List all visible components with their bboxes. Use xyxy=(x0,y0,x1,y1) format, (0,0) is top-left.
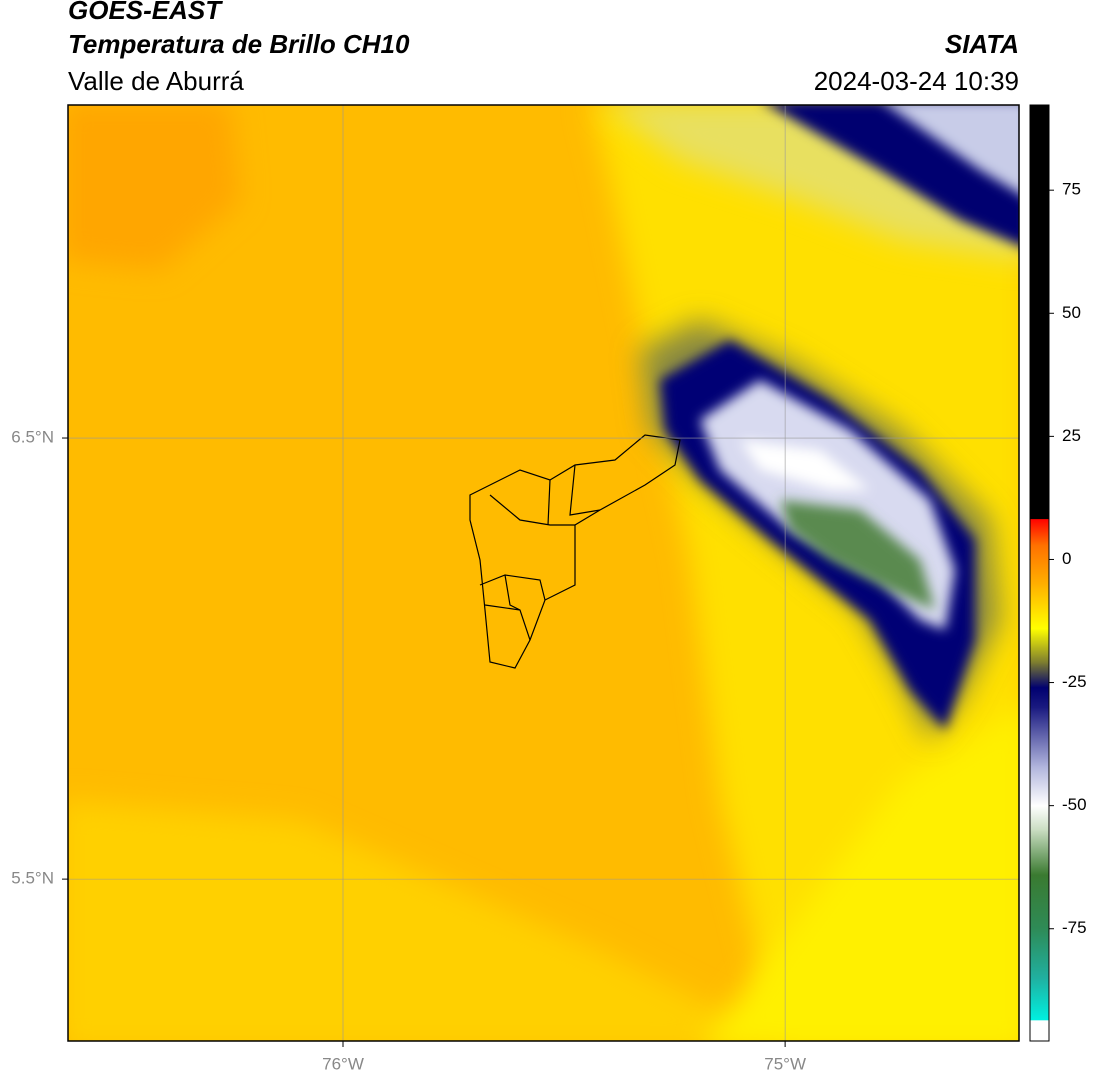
colorbar-segment xyxy=(1030,928,1049,979)
colorbar-tick-label: -75 xyxy=(1062,918,1087,937)
graticule: 76°W 75°W 6.5°N 5.5°N xyxy=(11,105,1019,1073)
y-tick-label: 6.5°N xyxy=(11,428,54,447)
colorbar-segment xyxy=(1030,707,1049,767)
subtitle: Temperatura de Brillo CH10 xyxy=(68,29,410,59)
colorbar-tick-label: 50 xyxy=(1062,303,1081,322)
colorbar-segment xyxy=(1030,518,1049,546)
colorbar-segment xyxy=(1030,662,1049,688)
x-tick-label: 75°W xyxy=(764,1054,806,1073)
colorbar-segment xyxy=(1030,1019,1049,1042)
colorbar-tick-label: -50 xyxy=(1062,795,1087,814)
colorbar-tick-label: 25 xyxy=(1062,426,1081,445)
colorbar-segment xyxy=(1030,874,1049,930)
colorbar-segment xyxy=(1030,105,1049,520)
datetime: 2024-03-24 10:39 xyxy=(814,66,1019,96)
map-frame xyxy=(67,104,1020,1042)
x-tick-label: 76°W xyxy=(322,1054,364,1073)
satellite-image xyxy=(68,105,1019,1041)
colorbar-segment xyxy=(1030,584,1049,629)
colorbar-segment xyxy=(1030,544,1049,585)
colorbar-segment xyxy=(1030,977,1049,1021)
colorbar: 75 50 25 0 -25 -50 -75 xyxy=(1030,105,1087,1042)
region: Valle de Aburrá xyxy=(68,66,244,96)
colorbar-tick-label: 75 xyxy=(1062,180,1081,199)
source: SIATA xyxy=(945,29,1019,59)
colorbar-segment xyxy=(1030,766,1049,807)
colorbar-segment xyxy=(1030,687,1049,708)
colorbar-segment xyxy=(1030,805,1049,831)
colorbar-tick-label: -25 xyxy=(1062,672,1087,691)
colorbar-segment xyxy=(1030,830,1049,876)
colorbar-frame xyxy=(1029,104,1050,1042)
y-tick-label: 5.5°N xyxy=(11,869,54,888)
colorbar-segment xyxy=(1030,628,1049,664)
colorbar-tick-label: 0 xyxy=(1062,549,1071,568)
title: GOES-EAST xyxy=(68,0,223,25)
